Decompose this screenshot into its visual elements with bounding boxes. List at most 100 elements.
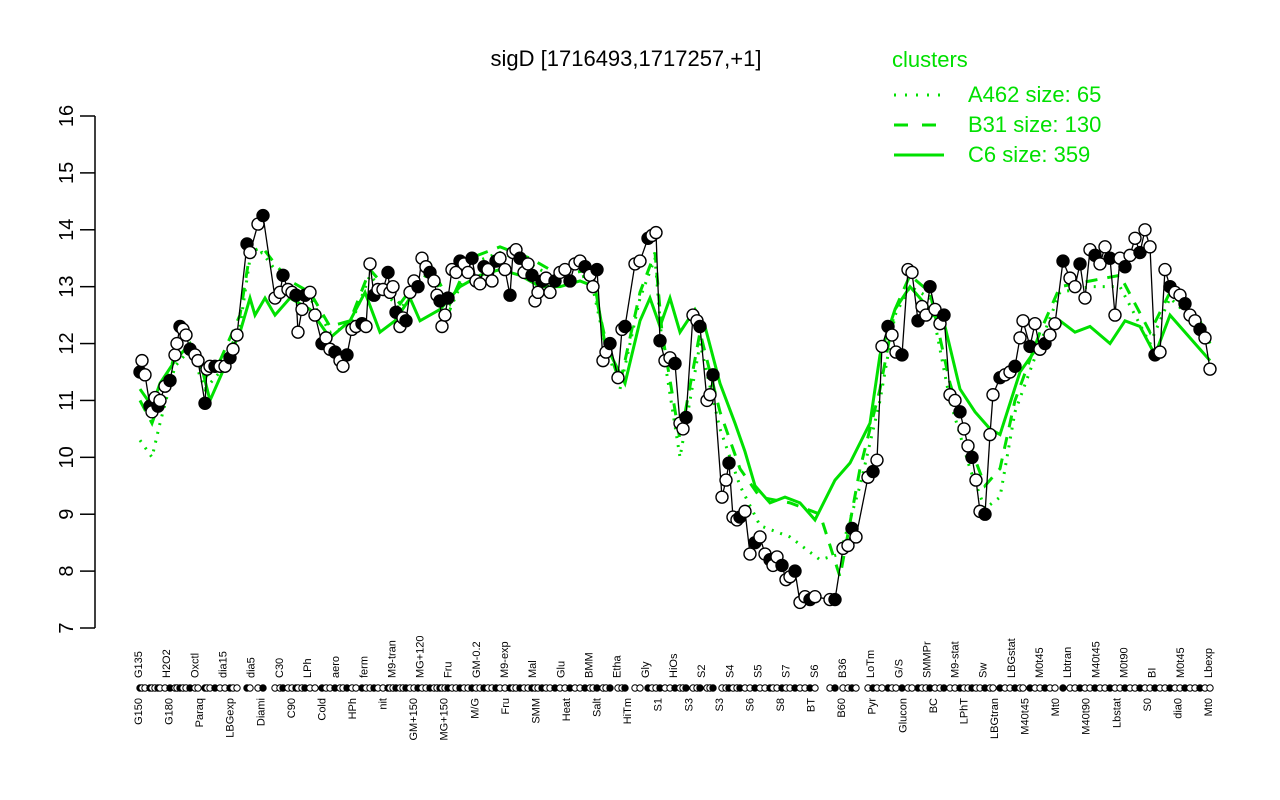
- data-point: [849, 530, 863, 544]
- data-point: [198, 396, 212, 410]
- x-label-bottom: S8: [775, 698, 787, 711]
- data-point: [1158, 262, 1172, 277]
- x-label-bottom: Glucon: [897, 698, 909, 733]
- data-point: [983, 427, 997, 442]
- x-label-top: Fru: [443, 662, 455, 679]
- data-point: [611, 370, 625, 385]
- data-point: [653, 334, 667, 348]
- data-point: [558, 262, 572, 277]
- x-label-bottom: G180: [164, 698, 176, 725]
- rug-point: [352, 684, 360, 692]
- y-tick-label: 8: [56, 566, 78, 577]
- data-point: [399, 314, 413, 328]
- x-label-bottom: S0: [1142, 698, 1154, 711]
- data-point: [808, 590, 822, 604]
- data-point: [503, 288, 517, 302]
- data-point: [668, 356, 682, 371]
- data-point: [1028, 316, 1042, 331]
- x-label-top: Lbtran: [1062, 647, 1074, 678]
- x-label-top: C30: [274, 658, 286, 678]
- y-tick-label: 13: [56, 276, 78, 298]
- x-label-top: M9-stat: [950, 641, 962, 678]
- x-label-bottom: SMM: [530, 698, 542, 724]
- data-point: [753, 530, 767, 544]
- data-point: [961, 439, 975, 453]
- rug-point: [940, 684, 948, 692]
- x-label-bottom: G150: [133, 698, 145, 725]
- x-label-bottom: BC: [928, 698, 940, 713]
- y-tick-label: 11: [56, 390, 78, 411]
- rug-point: [878, 684, 886, 692]
- data-point: [543, 285, 557, 300]
- data-point: [1056, 254, 1070, 268]
- data-point: [788, 564, 802, 578]
- data-point: [1078, 291, 1092, 305]
- data-point: [521, 257, 535, 271]
- x-label-bottom: S3: [683, 698, 695, 711]
- data-point: [308, 308, 322, 322]
- legend-entry-b31: B31 size: 130: [968, 112, 1101, 137]
- rug-point: [989, 684, 997, 692]
- data-point: [586, 279, 600, 294]
- x-label-bottom: Salt: [592, 698, 604, 717]
- cluster-line-b31: [138, 244, 1212, 578]
- data-point: [493, 251, 507, 265]
- x-label-bottom: C90: [286, 698, 298, 718]
- x-label-bottom: B60: [836, 698, 848, 718]
- cluster-line-c6: [138, 268, 1212, 523]
- x-label-top: S5: [752, 665, 764, 678]
- data-point: [531, 285, 545, 300]
- x-label-top: S2: [696, 665, 708, 678]
- data-point: [706, 368, 720, 382]
- data-point: [303, 285, 317, 300]
- data-point: [243, 245, 257, 260]
- data-point: [191, 353, 205, 368]
- x-label-bottom: M40t45: [1020, 698, 1032, 735]
- rug-point: [593, 684, 601, 692]
- y-tick-label: 9: [56, 509, 78, 520]
- x-label-bottom: Lbstat: [1111, 698, 1123, 728]
- x-label-top: Mal: [527, 660, 539, 678]
- data-point: [1016, 314, 1030, 328]
- data-point: [1153, 345, 1167, 359]
- data-point: [138, 368, 152, 382]
- x-label-top: SMMPr: [921, 641, 933, 678]
- rug-point: [606, 684, 614, 692]
- legend-entry-a462: A462 size: 65: [968, 82, 1101, 107]
- data-point: [693, 319, 707, 334]
- data-point: [498, 262, 512, 277]
- cluster-lines: [138, 244, 1212, 578]
- x-label-top: LBGstat: [1006, 638, 1018, 678]
- x-label-top: M40t45: [1090, 641, 1102, 678]
- x-label-top: S7: [781, 665, 793, 678]
- x-label-top: Glu: [555, 661, 567, 678]
- data-point: [563, 274, 577, 288]
- chart-title: sigD [1716493,1717257,+1]: [491, 46, 762, 71]
- data-point: [870, 453, 884, 467]
- x-label-bottom: Pyr: [867, 698, 879, 715]
- x-label-top: Oxctl: [189, 653, 201, 678]
- data-point: [603, 336, 617, 351]
- x-label-top: G135: [133, 651, 145, 678]
- data-point: [481, 262, 495, 277]
- rug-point: [908, 684, 916, 692]
- legend: clusters A462 size: 65 B31 size: 130 C6 …: [892, 47, 1101, 167]
- x-label-bottom: Heat: [561, 698, 573, 721]
- data-point: [590, 262, 604, 277]
- data-point: [1093, 257, 1107, 271]
- data-point: [1073, 257, 1087, 271]
- x-label-top: LPh: [302, 658, 314, 678]
- x-label-top: BMM: [584, 652, 596, 678]
- data-point: [719, 473, 733, 487]
- x-label-bottom: M40t90: [1081, 698, 1093, 735]
- x-label-top: M0t90: [1119, 647, 1131, 678]
- x-label-bottom: GM+150: [408, 698, 420, 741]
- x-label-bottom: BT: [806, 698, 818, 712]
- rug-point: [1059, 684, 1067, 692]
- rug-point: [311, 684, 319, 692]
- data-point: [465, 251, 479, 265]
- x-label-bottom: HPh: [347, 698, 359, 719]
- rug-point: [1206, 684, 1214, 692]
- data-point: [441, 291, 455, 305]
